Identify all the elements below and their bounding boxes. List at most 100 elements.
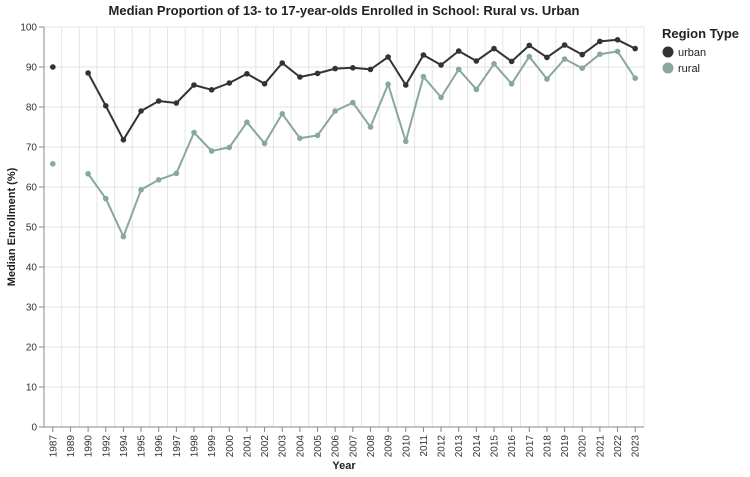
- data-point-urban: [85, 70, 91, 76]
- data-point-urban: [367, 66, 374, 73]
- series-rural: [50, 48, 638, 240]
- data-point-rural: [455, 66, 462, 73]
- legend-label-rural: rural: [678, 63, 700, 75]
- x-tick-label: 2005: [313, 435, 324, 458]
- x-tick-label: 2009: [384, 435, 395, 458]
- data-point-rural: [332, 108, 338, 114]
- x-tick-label: 2015: [490, 435, 501, 458]
- data-point-urban: [332, 65, 338, 72]
- data-point-urban: [544, 54, 550, 61]
- data-point-urban: [438, 62, 444, 68]
- x-axis: 1987 1989 1990 1992 1994 1995 1996 1997 1998 1999…: [44, 426, 644, 458]
- data-point-urban: [297, 74, 303, 80]
- data-point-rural: [50, 161, 56, 167]
- x-tick-label: 2017: [525, 435, 536, 458]
- y-tick-label: 60: [26, 183, 38, 194]
- x-tick-label: 2022: [613, 435, 624, 458]
- data-point-urban: [244, 71, 250, 77]
- legend-swatch-urban: [662, 46, 674, 58]
- data-point-urban: [50, 64, 56, 70]
- data-point-rural: [102, 195, 109, 202]
- data-point-rural: [438, 94, 444, 101]
- data-point-urban: [261, 81, 268, 87]
- data-point-rural: [385, 81, 391, 87]
- data-point-rural: [350, 99, 356, 106]
- y-tick-label: 70: [26, 143, 38, 154]
- data-point-rural: [614, 48, 621, 55]
- data-point-urban: [561, 42, 568, 48]
- data-point-rural: [632, 75, 638, 81]
- x-tick-label: 2000: [225, 435, 236, 458]
- x-tick-label: 2018: [542, 435, 553, 458]
- data-point-rural: [208, 148, 215, 154]
- data-point-urban: [614, 37, 621, 43]
- data-point-urban: [173, 100, 180, 106]
- data-point-urban: [455, 48, 462, 54]
- x-tick-label: 1992: [101, 435, 112, 458]
- chart-title: Median Proportion of 13- to 17-year-olds…: [109, 3, 580, 18]
- y-tick-label: 50: [26, 223, 38, 234]
- data-point-rural: [491, 61, 497, 67]
- data-point-rural: [526, 53, 533, 60]
- x-tick-label: 2002: [260, 435, 271, 458]
- series-urban: [50, 37, 638, 143]
- data-point-rural: [561, 56, 568, 62]
- x-tick-label: 1996: [154, 435, 165, 458]
- data-point-urban: [120, 137, 127, 143]
- data-point-rural: [138, 187, 144, 193]
- data-point-urban: [191, 82, 197, 88]
- data-point-rural: [367, 124, 374, 130]
- x-tick-label: 2011: [419, 435, 430, 457]
- data-point-rural: [508, 81, 515, 87]
- y-tick-label: 100: [20, 23, 37, 34]
- data-point-urban: [279, 60, 286, 66]
- data-point-urban: [138, 108, 144, 114]
- data-point-rural: [155, 177, 162, 183]
- y-tick-label: 90: [26, 63, 38, 74]
- x-tick-label: 2010: [401, 435, 412, 458]
- data-point-urban: [314, 70, 321, 77]
- data-point-urban: [526, 42, 533, 49]
- data-point-urban: [508, 58, 515, 65]
- series-line-urban: [87, 38, 636, 141]
- legend-title: Region Type: [662, 26, 739, 41]
- data-point-rural: [544, 76, 550, 82]
- x-tick-label: 1989: [66, 435, 77, 458]
- x-tick-label: 2019: [560, 435, 571, 458]
- data-point-urban: [420, 52, 427, 58]
- x-tick-label: 2014: [472, 435, 483, 458]
- data-point-rural: [191, 129, 197, 136]
- legend-swatch-rural: [662, 62, 674, 74]
- x-tick-label: 1997: [172, 435, 183, 458]
- y-tick-label: 30: [26, 303, 38, 314]
- y-tick-label: 40: [26, 263, 38, 274]
- data-point-urban: [579, 51, 586, 58]
- data-point-rural: [597, 51, 603, 57]
- x-tick-label: 1990: [84, 435, 95, 458]
- data-point-urban: [385, 54, 391, 60]
- x-tick-label: 2007: [348, 435, 359, 458]
- data-point-rural: [314, 132, 321, 139]
- data-point-rural: [279, 111, 286, 117]
- data-point-urban: [226, 80, 233, 86]
- data-point-urban: [155, 98, 162, 104]
- legend-label-urban: urban: [678, 47, 706, 59]
- series-layer: [50, 37, 638, 240]
- x-tick-label: 2004: [295, 435, 306, 458]
- data-point-urban: [632, 45, 638, 52]
- x-tick-label: 1998: [190, 435, 201, 458]
- x-tick-label: 1987: [48, 435, 59, 458]
- data-point-rural: [402, 138, 409, 145]
- gridlines: [44, 26, 645, 428]
- x-tick-label: 2023: [631, 435, 642, 458]
- y-tick-label: 80: [26, 103, 38, 114]
- data-point-urban: [102, 103, 109, 109]
- series-line-rural: [87, 50, 637, 238]
- y-axis: 0 10 20 30 40 50 60 70 80 90 100: [20, 23, 45, 434]
- x-tick-label: 1995: [137, 435, 148, 458]
- x-tick-label: 1999: [207, 435, 218, 458]
- data-point-rural: [579, 65, 586, 71]
- data-point-urban: [350, 65, 356, 71]
- x-tick-label: 2001: [242, 435, 253, 458]
